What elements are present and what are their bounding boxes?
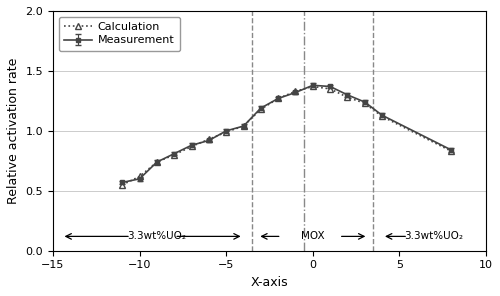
Calculation [448,149,454,153]
Text: MOX: MOX [301,231,324,241]
Calculation [275,97,281,100]
Calculation [136,175,142,178]
Calculation [327,87,333,91]
Calculation [120,183,126,186]
Calculation [292,89,298,93]
Calculation [240,124,246,128]
Legend: Calculation, Measurement: Calculation, Measurement [58,17,180,51]
Calculation [206,137,212,141]
Calculation [171,153,177,157]
Calculation [188,145,194,148]
Line: Calculation: Calculation [119,83,455,188]
Calculation [258,107,264,111]
Calculation [154,160,160,164]
Y-axis label: Relative activation rate: Relative activation rate [7,58,20,204]
Calculation [362,102,368,105]
Calculation [223,130,229,134]
Calculation [344,96,350,99]
Calculation [310,85,316,88]
Text: 3.3wt%UO₂: 3.3wt%UO₂ [404,231,464,241]
Calculation [379,115,385,118]
X-axis label: X-axis: X-axis [250,276,288,289]
Text: 3.3wt%UO₂: 3.3wt%UO₂ [128,231,186,241]
